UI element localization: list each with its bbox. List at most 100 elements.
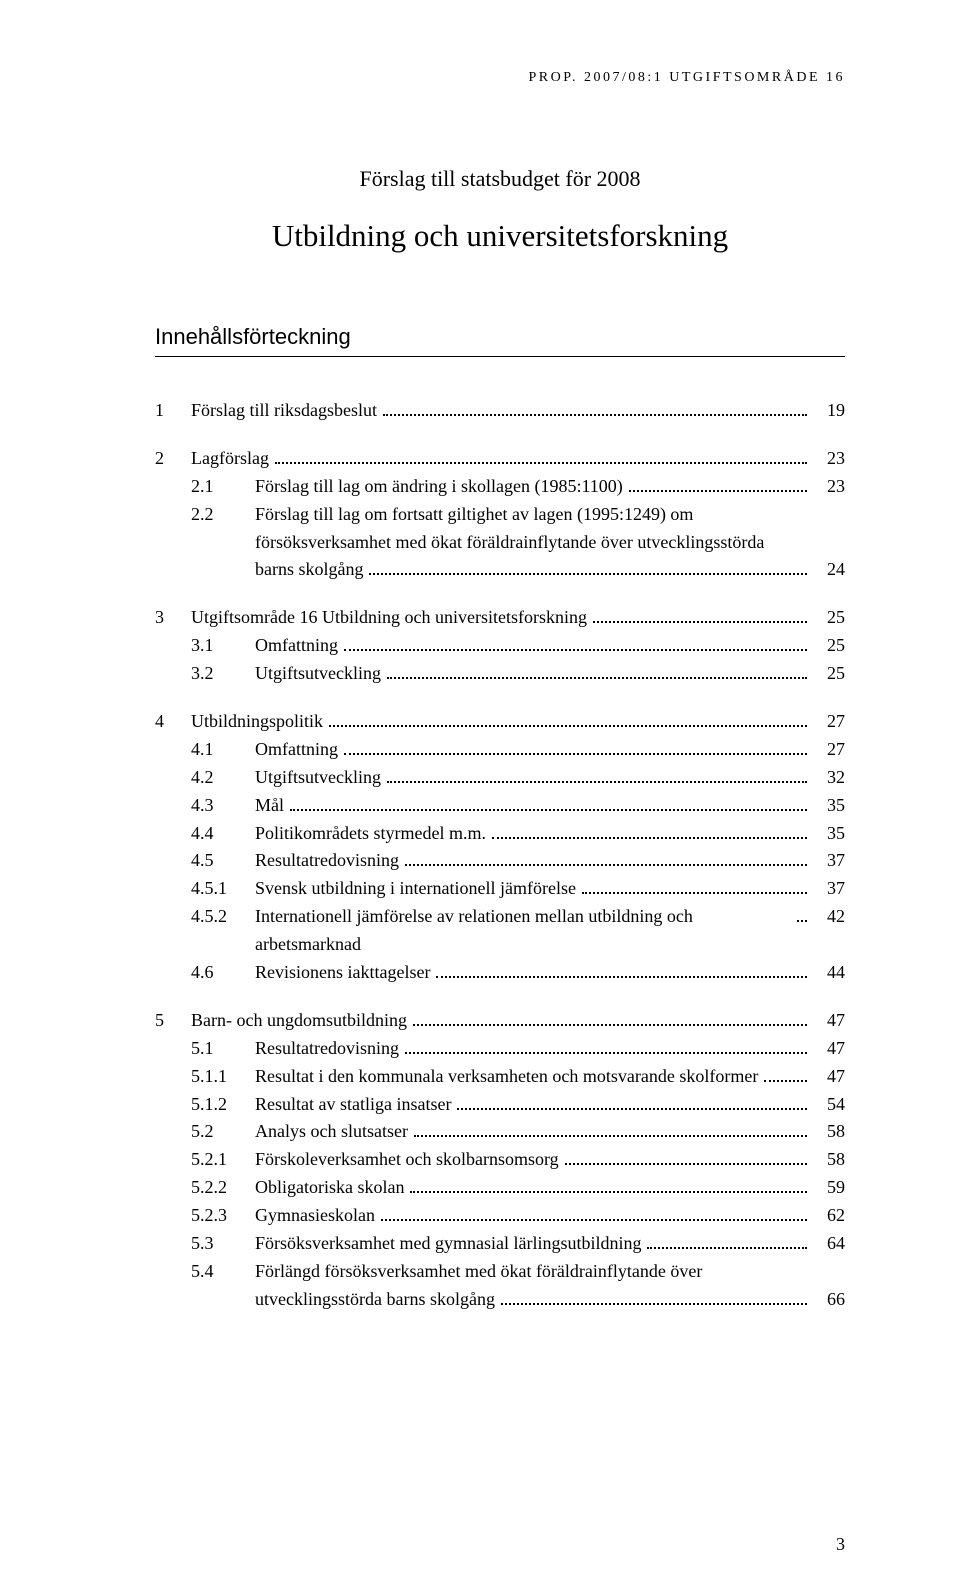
- toc-entry-page: 24: [811, 556, 845, 584]
- toc-leader: [414, 1135, 807, 1137]
- toc-leader: [647, 1247, 807, 1249]
- subtitle: Förslag till statsbudget för 2008: [155, 166, 845, 192]
- toc-entry-title: Barn- och ungdomsutbildning: [191, 1007, 407, 1035]
- toc-leader: [436, 976, 807, 978]
- toc-entry-title: Gymnasieskolan: [255, 1202, 375, 1230]
- toc-entry-page: 37: [811, 875, 845, 903]
- toc-leader: [565, 1163, 807, 1165]
- toc-entry-page: 35: [811, 820, 845, 848]
- toc-entry-number: 5.2.2: [191, 1174, 255, 1202]
- toc-leader: [582, 892, 807, 894]
- toc-section: 4Utbildningspolitik274.1Omfattning274.2U…: [155, 708, 845, 987]
- toc-entry-line: 5.4Förlängd försöksverksamhet med ökat f…: [155, 1258, 845, 1286]
- toc-entry-line: försöksverksamhet med ökat föräldrainfly…: [155, 529, 845, 557]
- toc-leader: [344, 753, 807, 755]
- toc-subentry: 5.2.3Gymnasieskolan 62: [155, 1202, 845, 1230]
- toc-entry-page: 35: [811, 792, 845, 820]
- toc-entry-title: Förskoleverksamhet och skolbarnsomsorg: [255, 1146, 559, 1174]
- toc-entry-number: 5.1.2: [191, 1091, 255, 1119]
- toc-leader: [629, 490, 807, 492]
- toc-subentry: 5.2.1Förskoleverksamhet och skolbarnsoms…: [155, 1146, 845, 1174]
- toc-entry-page: 27: [811, 736, 845, 764]
- toc-entry-title: Svensk utbildning i internationell jämfö…: [255, 875, 576, 903]
- toc-subentry: 5.1.2Resultat av statliga insatser54: [155, 1091, 845, 1119]
- toc-entry-number: 4.4: [191, 820, 255, 848]
- toc-entry-number: 5.1: [191, 1035, 255, 1063]
- toc-entry-number: 4.5: [191, 847, 255, 875]
- toc-leader: [290, 809, 807, 811]
- toc-subentry: 3.1Omfattning25: [155, 632, 845, 660]
- toc-entry-number: 5.1.1: [191, 1063, 255, 1091]
- toc-leader: [275, 462, 807, 464]
- toc-subentry: 4.5Resultatredovisning37: [155, 847, 845, 875]
- toc-section: 5Barn- och ungdomsutbildning475.1Resulta…: [155, 1007, 845, 1314]
- toc-entry-number: 5.4: [191, 1258, 255, 1286]
- toc-entry-title: Förslag till riksdagsbeslut: [191, 397, 377, 425]
- toc-leader: [413, 1024, 807, 1026]
- toc-entry-number: 3.1: [191, 632, 255, 660]
- toc-entry-page: 58: [811, 1118, 845, 1146]
- toc-entry-page: 27: [811, 708, 845, 736]
- toc-entry-title: Utgiftsutveckling: [255, 660, 381, 688]
- running-header: PROP. 2007/08:1 UTGIFTSOMRÅDE 16: [155, 70, 845, 86]
- toc-section: 1Förslag till riksdagsbeslut 19: [155, 397, 845, 425]
- heading-rule: [155, 356, 845, 357]
- toc-entry-number: 4.2: [191, 764, 255, 792]
- toc-section: 2Lagförslag232.1Förslag till lag om ändr…: [155, 445, 845, 584]
- table-of-contents: 1Förslag till riksdagsbeslut 19 2Lagförsla…: [155, 397, 845, 1314]
- toc-leader: [410, 1191, 807, 1193]
- toc-subentry: 4.2Utgiftsutveckling32: [155, 764, 845, 792]
- toc-entry: 4Utbildningspolitik27: [155, 708, 845, 736]
- toc-subentry: 5.1.1Resultat i den kommunala verksamhet…: [155, 1063, 845, 1091]
- page-title: Utbildning och universitetsforskning: [155, 218, 845, 254]
- toc-entry-number: 2: [155, 445, 191, 473]
- toc-subentry: 5.3Försöksverksamhet med gymnasial lärli…: [155, 1230, 845, 1258]
- toc-subentry: 5.2Analys och slutsatser 58: [155, 1118, 845, 1146]
- toc-subentry: 4.4Politikområdets styrmedel m.m.35: [155, 820, 845, 848]
- toc-entry-number: 5.2.3: [191, 1202, 255, 1230]
- toc-entry-title: utvecklingsstörda barns skolgång: [255, 1286, 495, 1314]
- toc-entry-number: 3.2: [191, 660, 255, 688]
- toc-entry-number: 3: [155, 604, 191, 632]
- toc-entry-title: Analys och slutsatser: [255, 1118, 408, 1146]
- toc-entry-line: barns skolgång24: [155, 556, 845, 584]
- toc-subentry: 5.2.2Obligatoriska skolan59: [155, 1174, 845, 1202]
- toc-heading: Innehållsförteckning: [155, 324, 845, 350]
- toc-entry-number: 4.6: [191, 959, 255, 987]
- page: PROP. 2007/08:1 UTGIFTSOMRÅDE 16 Förslag…: [0, 0, 960, 1589]
- toc-entry-page: 47: [811, 1007, 845, 1035]
- toc-entry-title: Resultat av statliga insatser: [255, 1091, 451, 1119]
- toc-entry-number: 1: [155, 397, 191, 425]
- toc-entry-page: 37: [811, 847, 845, 875]
- toc-entry-page: 66: [811, 1286, 845, 1314]
- toc-entry-title: Utgiftsutveckling: [255, 764, 381, 792]
- toc-entry-title: Internationell jämförelse av relationen …: [255, 903, 791, 959]
- toc-leader: [501, 1303, 807, 1305]
- toc-entry-page: 23: [811, 473, 845, 501]
- toc-entry-line: 2.2Förslag till lag om fortsatt giltighe…: [155, 501, 845, 529]
- toc-entry-number: 5.2.1: [191, 1146, 255, 1174]
- toc-entry-title: Resultatredovisning: [255, 1035, 399, 1063]
- toc-subentry: 4.5.2Internationell jämförelse av relati…: [155, 903, 845, 959]
- toc-leader: [383, 414, 807, 416]
- toc-entry: 2Lagförslag23: [155, 445, 845, 473]
- page-number: 3: [836, 1534, 845, 1555]
- toc-leader: [344, 649, 807, 651]
- toc-entry-page: 59: [811, 1174, 845, 1202]
- toc-entry-page: 47: [811, 1035, 845, 1063]
- toc-entry-number: 5.2: [191, 1118, 255, 1146]
- toc-entry-page: 19: [811, 397, 845, 425]
- toc-entry-line: utvecklingsstörda barns skolgång 66: [155, 1286, 845, 1314]
- toc-leader: [405, 1052, 807, 1054]
- toc-entry-title: Förslag till lag om ändring i skollagen …: [255, 473, 623, 501]
- toc-entry-title: Omfattning: [255, 736, 338, 764]
- toc-entry-page: 47: [811, 1063, 845, 1091]
- toc-entry-title: Förslag till lag om fortsatt giltighet a…: [255, 501, 693, 529]
- toc-entry-page: 62: [811, 1202, 845, 1230]
- toc-leader: [387, 677, 807, 679]
- toc-subentry: 4.1Omfattning27: [155, 736, 845, 764]
- toc-entry-number: 4.3: [191, 792, 255, 820]
- toc-entry-title: Resultat i den kommunala verksamheten oc…: [255, 1063, 758, 1091]
- toc-subentry: 5.1Resultatredovisning 47: [155, 1035, 845, 1063]
- toc-entry-number: 2.1: [191, 473, 255, 501]
